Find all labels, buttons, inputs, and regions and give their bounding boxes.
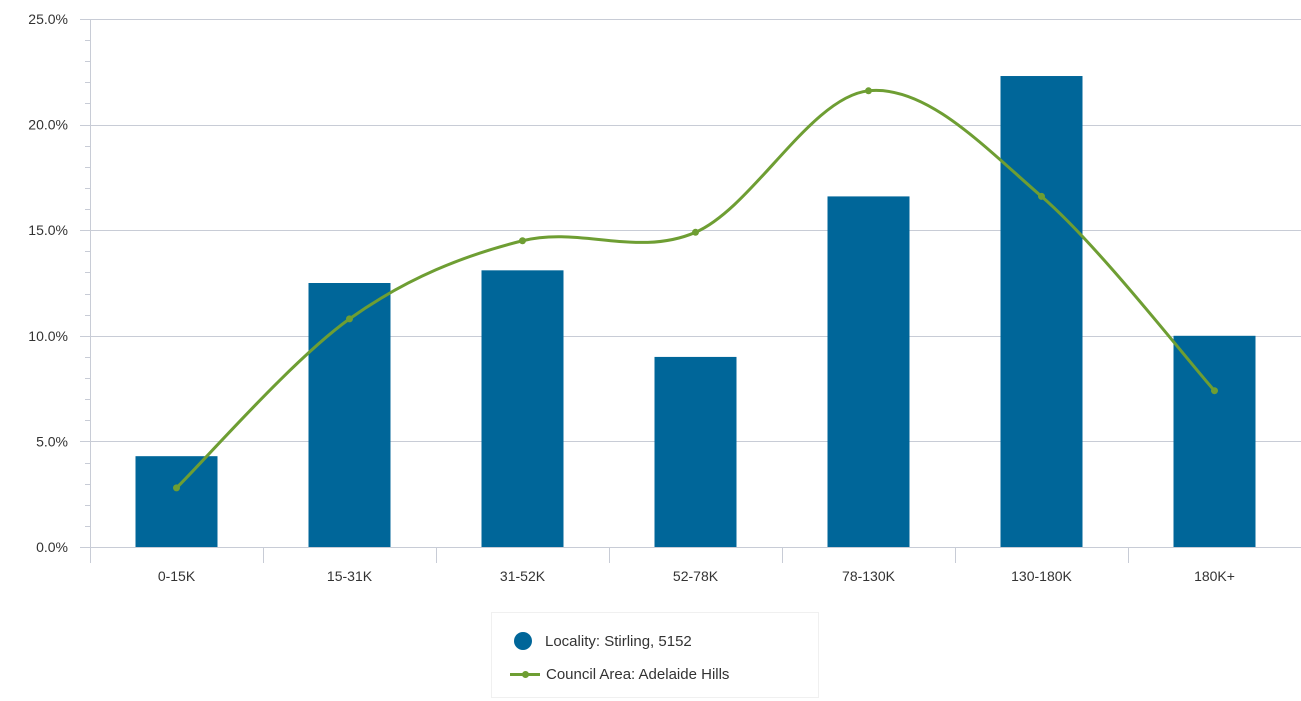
bar-series xyxy=(135,76,1256,548)
line-point-52-78K[interactable] xyxy=(692,228,699,236)
x-tick-label: 78-130K xyxy=(842,568,896,584)
bar-130-180K[interactable] xyxy=(1000,76,1083,548)
tick-labels: 0.0% 5.0% 10.0% 15.0% 20.0% 25.0% 0-15K 15-31K 3… xyxy=(28,11,1235,584)
line-point-130-180K[interactable] xyxy=(1038,192,1045,200)
axes xyxy=(80,19,1129,563)
gridlines xyxy=(90,19,1301,548)
y-tick-label: 25.0% xyxy=(28,11,68,27)
x-tick-label: 52-78K xyxy=(673,568,719,584)
bar-15-31K[interactable] xyxy=(308,283,391,547)
x-tick-label: 0-15K xyxy=(158,568,196,584)
line-point-0-15K[interactable] xyxy=(173,484,180,492)
line-series xyxy=(173,87,1218,492)
legend-marker-line-dot xyxy=(522,670,529,678)
bar-0-15K[interactable] xyxy=(135,456,218,547)
legend-marker-bar xyxy=(514,632,532,650)
bar-180K+[interactable] xyxy=(1173,335,1256,547)
y-tick-label: 0.0% xyxy=(36,539,68,555)
bar-31-52K[interactable] xyxy=(481,270,564,547)
line-point-15-31K[interactable] xyxy=(346,315,353,323)
x-tick-label: 130-180K xyxy=(1011,568,1072,584)
legend-label-locality: Locality: Stirling, 5152 xyxy=(545,632,692,650)
legend-item-locality[interactable]: Locality: Stirling, 5152 xyxy=(514,630,692,652)
legend-label-council: Council Area: Adelaide Hills xyxy=(546,665,730,683)
y-tick-label: 5.0% xyxy=(36,433,68,449)
chart-legend: Locality: Stirling, 5152 Council Area: A… xyxy=(491,612,819,698)
line-point-180K+[interactable] xyxy=(1211,387,1218,395)
y-tick-label: 15.0% xyxy=(28,222,68,238)
legend-item-council[interactable]: Council Area: Adelaide Hills xyxy=(510,663,729,685)
bar-78-130K[interactable] xyxy=(827,196,910,547)
line-point-31-52K[interactable] xyxy=(519,237,526,245)
x-tick-label: 180K+ xyxy=(1194,568,1235,584)
x-tick-label: 31-52K xyxy=(500,568,546,584)
bar-52-78K[interactable] xyxy=(654,356,737,547)
x-tick-label: 15-31K xyxy=(327,568,373,584)
legend-marker-line xyxy=(510,670,540,678)
y-tick-label: 10.0% xyxy=(28,328,68,344)
line-point-78-130K[interactable] xyxy=(865,87,872,95)
y-tick-label: 20.0% xyxy=(28,117,68,133)
